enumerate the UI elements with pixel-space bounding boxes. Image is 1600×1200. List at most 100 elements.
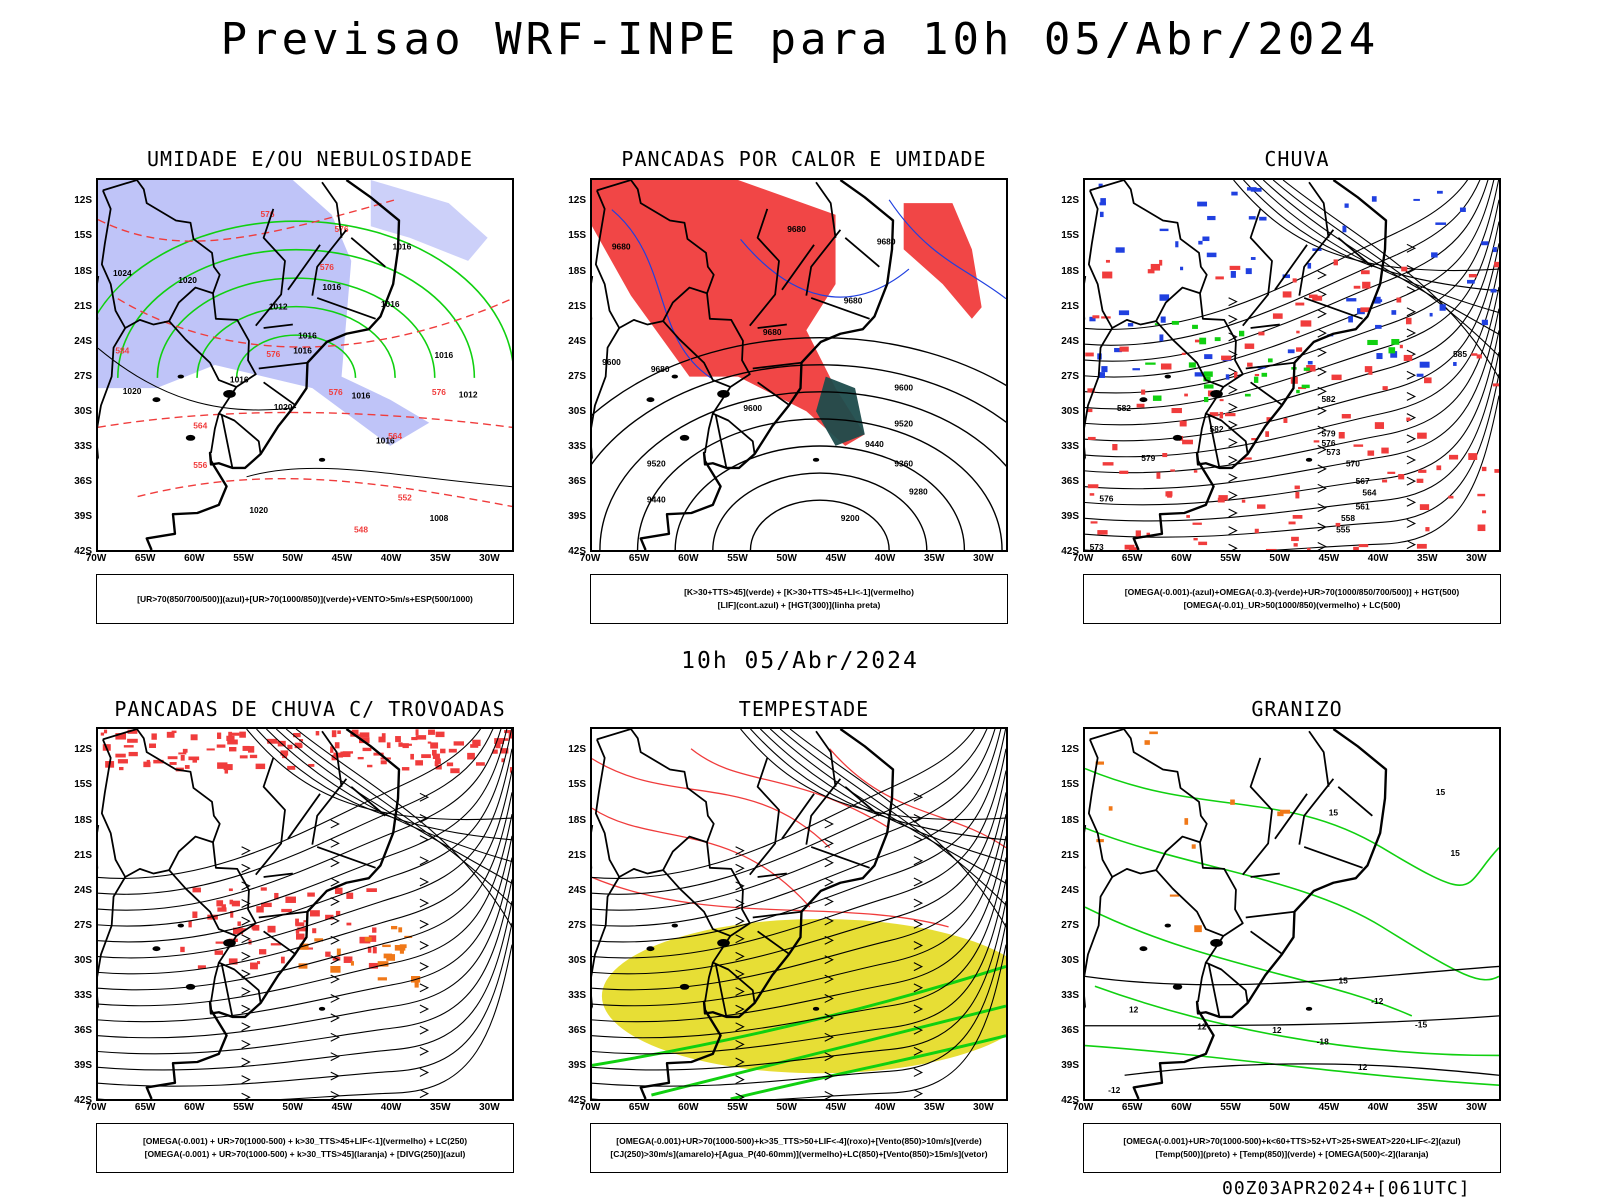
contour-label: 15 bbox=[1329, 808, 1339, 818]
longitude-axis: 70W 65W 60W 55W 50W 45W 40W 35W 30W bbox=[86, 553, 514, 567]
thickness-contour-red bbox=[98, 199, 512, 508]
latitude-tick-label: 27S bbox=[568, 919, 586, 931]
longitude-tick-label: 65W bbox=[134, 1102, 156, 1113]
map-panel: 1012 1016 1016 1016 1016 1016 1016 1016 1016 1016… bbox=[96, 178, 514, 552]
legend-line: [Temp(500)](preto) + [Temp(850)](verde) … bbox=[1155, 1149, 1429, 1159]
longitude-tick-label: 30W bbox=[1466, 553, 1487, 564]
latitude-axis: 12S 15S 18S 21S 24S 27S 30S 33S 36S 39S 42S bbox=[54, 178, 94, 557]
latitude-tick-label: 30S bbox=[74, 954, 92, 966]
main-title: Previsao WRF-INPE para 10h 05/Abr/2024 bbox=[220, 14, 1380, 65]
latitude-tick-label: 36S bbox=[1061, 1024, 1079, 1036]
latitude-tick-label: 21S bbox=[568, 849, 586, 861]
longitude-tick-label: 40W bbox=[380, 553, 402, 564]
contour-label: 576 bbox=[320, 262, 334, 272]
contour-label: 548 bbox=[354, 525, 368, 535]
contour-label: 1012 bbox=[269, 302, 288, 312]
latitude-tick-label: 24S bbox=[74, 884, 92, 896]
latitude-axis: 12S 15S 18S 21S 24S 27S 30S 33S 36S 39S 42S bbox=[1041, 178, 1081, 557]
latitude-tick-label: 27S bbox=[1061, 919, 1079, 931]
contour-label: 1008 bbox=[430, 513, 449, 523]
latitude-tick-label: 39S bbox=[74, 510, 92, 522]
latitude-tick-label: 42S bbox=[568, 1095, 586, 1106]
longitude-tick-label: 55W bbox=[233, 1102, 254, 1113]
contour-label: 579 bbox=[1141, 453, 1155, 463]
hgt500-contour bbox=[1085, 180, 1499, 550]
contour-label: 9680 bbox=[787, 224, 806, 234]
latitude-tick-label: 30S bbox=[568, 954, 586, 966]
longitude-tick-label: 65W bbox=[1121, 553, 1143, 564]
longitude-tick-label: 35W bbox=[1416, 1102, 1438, 1113]
legend-line: [OMEGA(-0.001)+UR>70(1000-500)+k>35_TTS>… bbox=[616, 1136, 982, 1146]
latitude-tick-label: 30S bbox=[1061, 405, 1079, 417]
country-borders bbox=[1085, 729, 1388, 1099]
contour-label: 1012 bbox=[459, 389, 478, 399]
longitude-tick-label: 35W bbox=[923, 1102, 945, 1113]
contour-label: 576 bbox=[266, 349, 280, 359]
latitude-tick-label: 27S bbox=[1061, 370, 1079, 382]
lc250-streamlines bbox=[98, 729, 512, 1099]
humidity-fill-blue bbox=[98, 180, 430, 446]
map-panel: 585 582 579 576 573 570 567 564 561 558 555 582 582 5… bbox=[1083, 178, 1501, 552]
contour-label: 555 bbox=[1336, 525, 1350, 535]
contour-label: 9680 bbox=[877, 237, 896, 247]
contour-label: 12 bbox=[1197, 1022, 1207, 1032]
latitude-tick-label: 36S bbox=[74, 1024, 92, 1036]
contour-label: 561 bbox=[1356, 502, 1370, 512]
latitude-tick-label: 24S bbox=[74, 335, 92, 347]
contour-label: 9200 bbox=[841, 513, 860, 523]
legend-line: [OMEGA(-0.001)-(azul)+OMEGA(-0.3)-(verde… bbox=[1124, 587, 1460, 597]
country-borders bbox=[592, 180, 895, 550]
legend-line: [OMEGA(-0.001)+UR>70(1000-500)+k<60+TTS>… bbox=[1123, 1136, 1461, 1146]
longitude-tick-label: 30W bbox=[479, 1102, 500, 1113]
contour-label: 9520 bbox=[647, 459, 666, 469]
contour-label: 573 bbox=[1090, 542, 1104, 550]
longitude-tick-label: 45W bbox=[825, 1102, 847, 1113]
legend-line: [LIF](cont.azul) + [HGT(300)](linha pret… bbox=[717, 600, 881, 610]
longitude-tick-label: 65W bbox=[628, 553, 650, 564]
panel-title: CHUVA bbox=[1264, 147, 1330, 171]
panel-legend: [OMEGA(-0.001)+UR>70(1000-500)+k>35_TTS>… bbox=[590, 1123, 1008, 1173]
latitude-tick-label: 18S bbox=[568, 814, 586, 826]
contour-label: 9280 bbox=[909, 487, 928, 497]
panel-title: PANCADAS DE CHUVA C/ TROVOADAS bbox=[114, 697, 506, 721]
contour-label: -15 bbox=[1415, 1019, 1427, 1029]
longitude-tick-label: 45W bbox=[331, 553, 353, 564]
latitude-tick-label: 21S bbox=[1061, 300, 1079, 312]
forecast-time-label: 10h 05/Abr/2024 bbox=[681, 648, 919, 674]
latitude-tick-label: 39S bbox=[1061, 510, 1079, 522]
map-panel: 9680 9680 9680 9680 9680 9680 9600 9600 9600 9520… bbox=[590, 178, 1008, 552]
latitude-tick-label: 21S bbox=[74, 300, 92, 312]
latitude-tick-label: 33S bbox=[74, 440, 92, 452]
contour-label: 552 bbox=[398, 492, 412, 502]
contour-label: 576 bbox=[335, 224, 349, 234]
latitude-tick-label: 27S bbox=[74, 919, 92, 931]
contour-label: 579 bbox=[1322, 429, 1336, 439]
latitude-tick-label: 42S bbox=[74, 546, 92, 557]
latitude-tick-label: 15S bbox=[568, 779, 586, 791]
longitude-tick-label: 40W bbox=[1367, 553, 1389, 564]
longitude-tick-label: 50W bbox=[1269, 1102, 1290, 1113]
contour-label: 1016 bbox=[352, 391, 371, 401]
longitude-tick-label: 55W bbox=[1220, 553, 1241, 564]
latitude-tick-label: 21S bbox=[1061, 849, 1079, 861]
panel-title: GRANIZO bbox=[1251, 697, 1343, 721]
latitude-tick-label: 39S bbox=[568, 510, 586, 522]
latitude-tick-label: 33S bbox=[1061, 989, 1079, 1001]
legend-line: [OMEGA(-0.001) + UR>70(1000-500) + k>30_… bbox=[142, 1136, 468, 1146]
heat-humidity-red bbox=[592, 180, 865, 446]
storm-red-speckle bbox=[100, 729, 512, 774]
latitude-tick-label: 21S bbox=[568, 300, 586, 312]
latitude-tick-label: 30S bbox=[568, 405, 586, 417]
contour-label: 9440 bbox=[647, 495, 666, 505]
latitude-tick-label: 42S bbox=[74, 1095, 92, 1106]
longitude-tick-label: 35W bbox=[923, 553, 945, 564]
humidity-fill-blue bbox=[370, 180, 488, 261]
latitude-tick-label: 24S bbox=[1061, 335, 1079, 347]
contour-label: 1020 bbox=[178, 275, 197, 285]
longitude-tick-label: 40W bbox=[874, 1102, 896, 1113]
longitude-tick-label: 45W bbox=[1318, 553, 1340, 564]
panel-legend: [OMEGA(-0.001) + UR>70(1000-500) + k>30_… bbox=[96, 1123, 514, 1173]
longitude-tick-label: 70W bbox=[579, 553, 601, 564]
legend-line: [K>30+TTS>45](verde) + [K>30+TTS>45+LI<-… bbox=[684, 587, 914, 597]
latitude-tick-label: 12S bbox=[568, 744, 586, 756]
